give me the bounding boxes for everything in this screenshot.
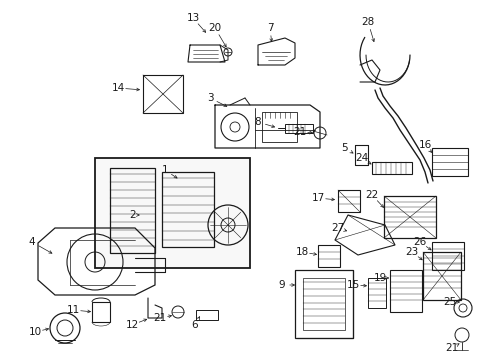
Text: 27: 27 (331, 223, 344, 233)
Text: 24: 24 (355, 153, 368, 163)
Text: 2: 2 (129, 210, 136, 220)
Bar (317, 245, 339, 267)
Text: 6: 6 (191, 320, 198, 330)
Text: 26: 26 (412, 237, 426, 247)
Text: 25: 25 (443, 297, 456, 307)
Text: 15: 15 (346, 280, 359, 290)
Text: 22: 22 (365, 190, 378, 200)
Text: 16: 16 (418, 140, 431, 150)
Text: 8: 8 (254, 117, 261, 127)
Bar (367, 278, 385, 308)
Bar (303, 278, 345, 330)
Bar (262, 112, 296, 142)
Text: 13: 13 (186, 13, 199, 23)
Text: 4: 4 (29, 237, 35, 247)
Bar (92, 302, 110, 322)
Bar (110, 168, 155, 253)
Bar (337, 190, 359, 212)
Text: 23: 23 (405, 247, 418, 257)
Text: 9: 9 (278, 280, 285, 290)
Text: 20: 20 (208, 23, 221, 33)
Bar (422, 252, 460, 300)
Text: 14: 14 (111, 83, 124, 93)
Text: 19: 19 (373, 273, 386, 283)
Bar (371, 162, 411, 174)
Text: 1: 1 (162, 165, 168, 175)
Text: 12: 12 (125, 320, 138, 330)
Bar (142, 75, 183, 113)
Text: 21: 21 (153, 313, 166, 323)
Bar (162, 172, 214, 247)
Text: 5: 5 (341, 143, 347, 153)
Text: 17: 17 (311, 193, 324, 203)
Bar (389, 270, 421, 312)
Bar (95, 158, 249, 268)
Bar (431, 242, 463, 270)
Bar (196, 310, 218, 320)
Bar (285, 124, 312, 133)
Text: 7: 7 (266, 23, 273, 33)
Text: 21: 21 (445, 343, 458, 353)
Text: 3: 3 (206, 93, 213, 103)
Bar (294, 270, 352, 338)
Text: 11: 11 (66, 305, 80, 315)
Bar (383, 196, 435, 238)
Text: 10: 10 (28, 327, 41, 337)
Text: 21: 21 (293, 127, 306, 137)
Bar (431, 148, 467, 176)
Text: 28: 28 (361, 17, 374, 27)
Text: 18: 18 (295, 247, 308, 257)
